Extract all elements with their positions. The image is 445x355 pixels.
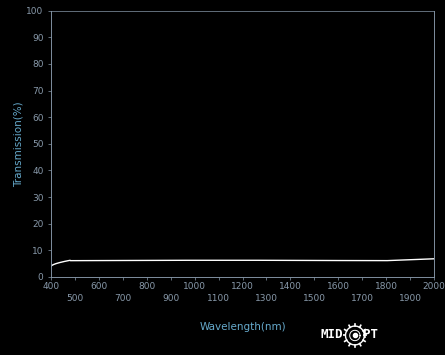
X-axis label: Wavelength(nm): Wavelength(nm) — [199, 322, 286, 332]
Text: MID: MID — [320, 328, 343, 341]
Text: PT: PT — [363, 328, 378, 341]
Y-axis label: Transmission(%): Transmission(%) — [13, 101, 24, 187]
